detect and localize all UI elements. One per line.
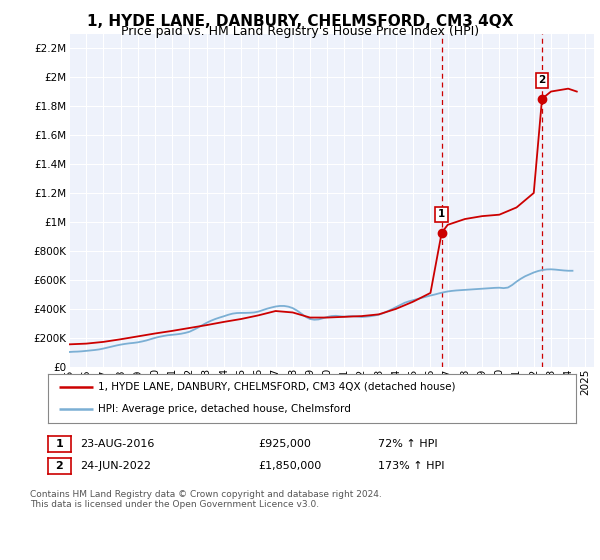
Text: 23-AUG-2016: 23-AUG-2016	[80, 439, 154, 449]
Text: 2: 2	[538, 76, 545, 86]
Text: Price paid vs. HM Land Registry's House Price Index (HPI): Price paid vs. HM Land Registry's House …	[121, 25, 479, 38]
Text: 1: 1	[438, 209, 445, 220]
Text: 24-JUN-2022: 24-JUN-2022	[80, 461, 151, 471]
Text: 1, HYDE LANE, DANBURY, CHELMSFORD, CM3 4QX: 1, HYDE LANE, DANBURY, CHELMSFORD, CM3 4…	[87, 14, 513, 29]
Text: 173% ↑ HPI: 173% ↑ HPI	[378, 461, 445, 471]
Text: Contains HM Land Registry data © Crown copyright and database right 2024.
This d: Contains HM Land Registry data © Crown c…	[30, 490, 382, 510]
Text: £1,850,000: £1,850,000	[258, 461, 321, 471]
Text: 1, HYDE LANE, DANBURY, CHELMSFORD, CM3 4QX (detached house): 1, HYDE LANE, DANBURY, CHELMSFORD, CM3 4…	[98, 382, 455, 392]
Text: 2: 2	[56, 461, 63, 471]
Text: 72% ↑ HPI: 72% ↑ HPI	[378, 439, 437, 449]
Text: 1: 1	[56, 439, 63, 449]
Text: HPI: Average price, detached house, Chelmsford: HPI: Average price, detached house, Chel…	[98, 404, 351, 414]
Text: £925,000: £925,000	[258, 439, 311, 449]
